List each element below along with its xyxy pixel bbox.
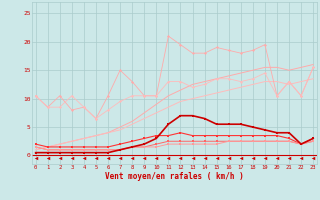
X-axis label: Vent moyen/en rafales ( km/h ): Vent moyen/en rafales ( km/h ) — [105, 172, 244, 181]
